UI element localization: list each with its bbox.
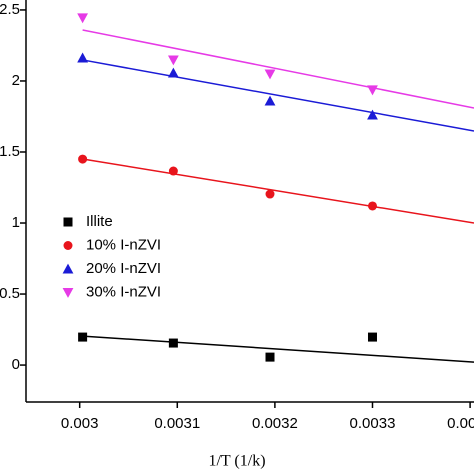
y-tick-label: 2.5	[0, 1, 20, 18]
marker	[78, 154, 88, 164]
legend-marker	[62, 263, 74, 274]
marker	[367, 332, 377, 342]
legend-marker	[62, 288, 74, 298]
fit-line	[82, 158, 474, 224]
marker	[367, 201, 377, 211]
x-tick-label: 0.0032	[252, 415, 298, 432]
fit-line	[82, 59, 474, 132]
y-tick-label: 1	[12, 214, 20, 231]
legend-marker	[63, 217, 73, 227]
legend-label: 20% I-nZVI	[86, 260, 161, 277]
marker	[77, 52, 89, 63]
x-axis-label: 1/T (1/k)	[208, 453, 265, 470]
y-tick-label: 1.5	[0, 143, 20, 160]
marker	[264, 95, 276, 106]
y-tick-label: 0.5	[0, 285, 20, 302]
marker	[264, 69, 276, 80]
marker	[168, 166, 178, 176]
fit-line	[82, 29, 474, 109]
legend-label: 30% I-nZVI	[86, 283, 161, 300]
fit-line	[82, 335, 474, 363]
legend-marker	[63, 241, 73, 250]
marker	[167, 55, 179, 66]
marker	[367, 109, 378, 120]
legend-label: Illite	[86, 213, 113, 230]
x-tick-label: 0.003	[61, 415, 99, 432]
marker	[367, 85, 378, 96]
marker	[265, 189, 275, 199]
marker	[167, 67, 179, 78]
y-tick-label: 2	[12, 72, 20, 89]
legend-label: 10% I-nZVI	[86, 236, 161, 253]
y-tick-label: 0	[12, 356, 20, 373]
marker	[77, 13, 89, 24]
x-tick-label: 0.0033	[350, 415, 396, 432]
x-tick-label: 0.0034	[447, 415, 474, 432]
marker	[265, 352, 275, 362]
x-tick-label: 0.0031	[154, 415, 200, 432]
marker	[78, 332, 88, 342]
marker	[168, 338, 178, 348]
